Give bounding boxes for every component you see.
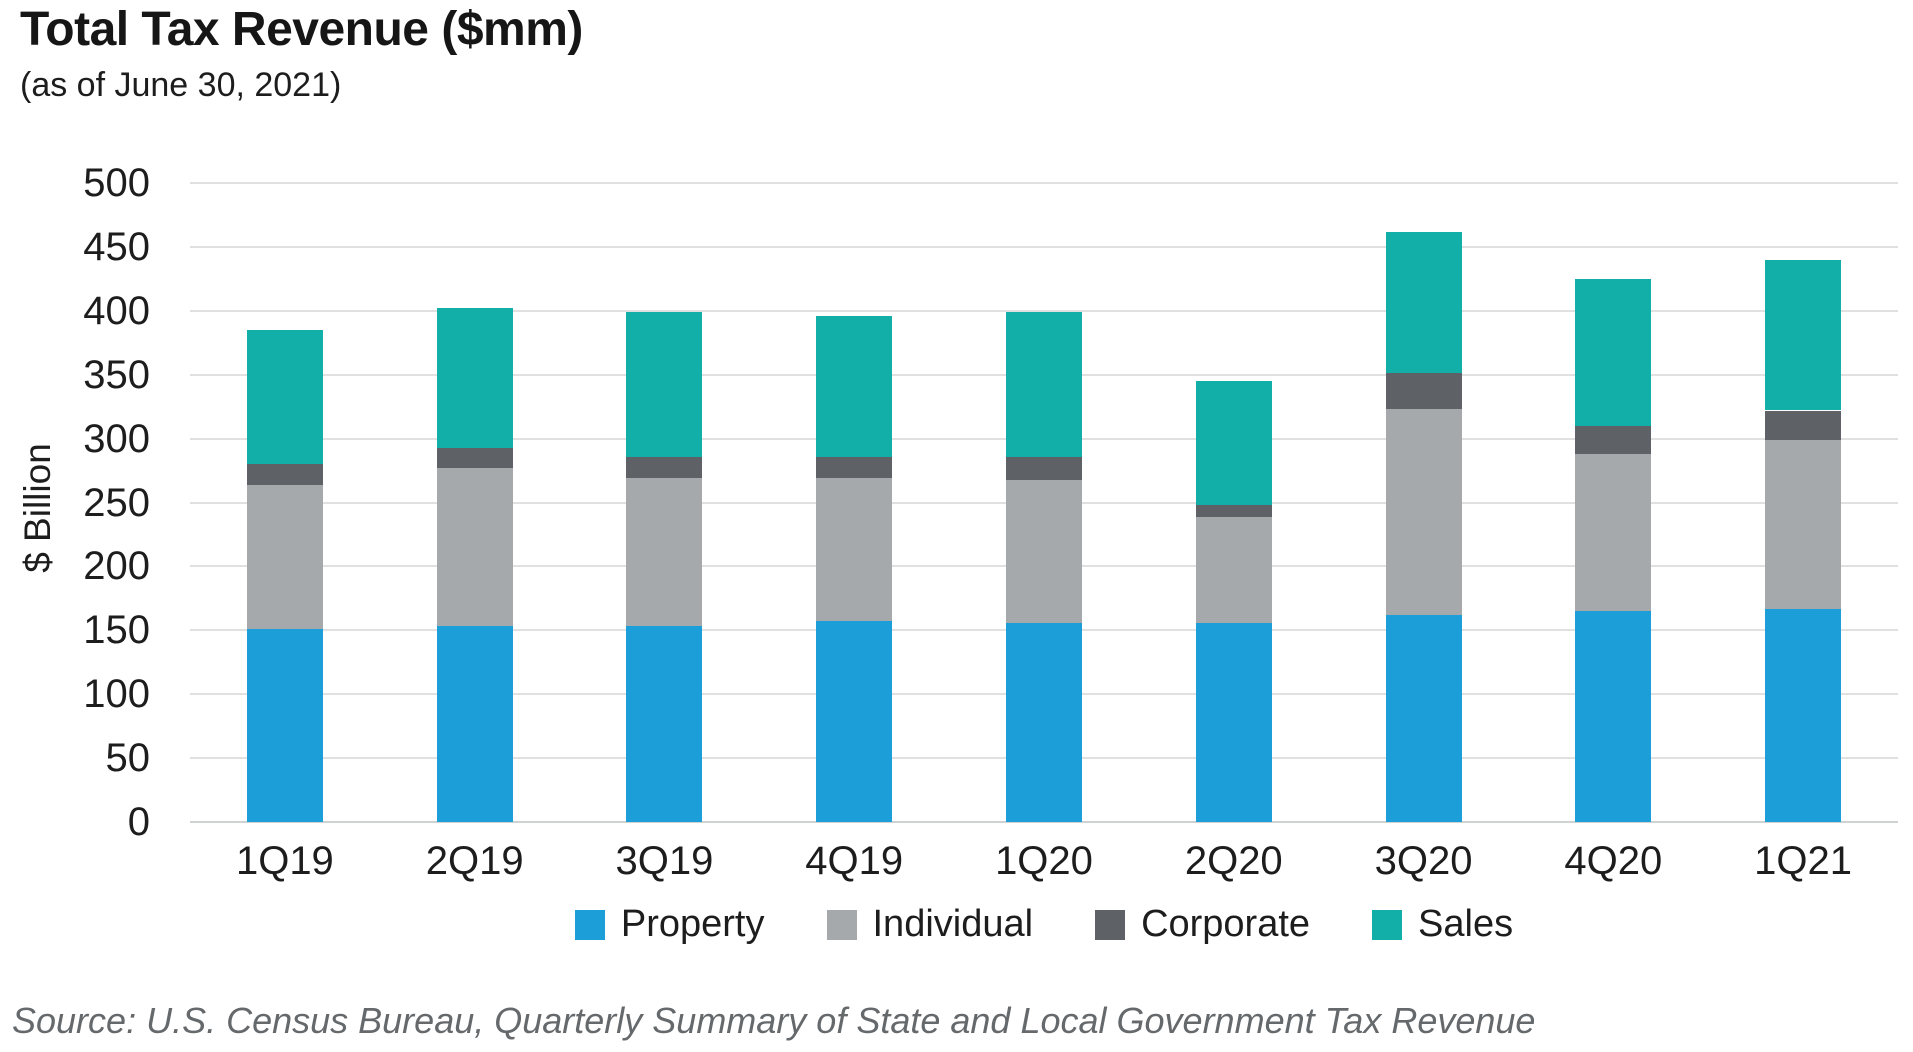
- chart-title: Total Tax Revenue ($mm): [20, 3, 583, 56]
- bar-segment-sales: [1006, 312, 1082, 457]
- x-axis-baseline: [190, 821, 1898, 823]
- legend: Property Individual Corporate Sales: [190, 903, 1898, 946]
- x-tick-label: 2Q19: [425, 839, 524, 883]
- bar-1q20: [1006, 183, 1082, 822]
- bar-segment-individual: [1765, 439, 1842, 609]
- y-tick-label: 300: [83, 416, 150, 461]
- bar-segment-corporate: [436, 447, 513, 468]
- bar-segment-property: [1385, 614, 1462, 822]
- legend-item-property: Property: [574, 903, 765, 946]
- y-tick-label: 500: [83, 161, 150, 205]
- bar-segment-corporate: [1385, 373, 1462, 410]
- bar-segment-sales: [436, 308, 513, 448]
- y-tick-label: 450: [83, 224, 150, 269]
- y-tick-label: 0: [127, 800, 150, 844]
- bar-segment-property: [246, 629, 323, 822]
- gridline: [190, 309, 1898, 312]
- bar-1q21: [1765, 183, 1842, 822]
- bar-segment-property: [816, 621, 893, 822]
- bar-2q19: [436, 183, 513, 822]
- bar-3q19: [626, 183, 703, 822]
- bar-2q20: [1195, 183, 1272, 822]
- legend-swatch-sales: [1372, 909, 1403, 940]
- bar-segment-individual: [1575, 453, 1652, 612]
- bar-segment-sales: [1195, 381, 1272, 506]
- y-tick-label: 350: [83, 352, 150, 397]
- bar-segment-sales: [246, 329, 323, 465]
- bar-segment-corporate: [1765, 410, 1842, 440]
- legend-label: Sales: [1418, 903, 1514, 945]
- bar-segment-property: [436, 626, 513, 822]
- source-note: Source: U.S. Census Bureau, Quarterly Su…: [12, 1000, 1536, 1041]
- y-tick-label: 150: [83, 608, 150, 653]
- gridline: [190, 245, 1898, 248]
- bar-4q20: [1575, 183, 1652, 822]
- plot-area: [190, 182, 1898, 823]
- bar-segment-sales: [626, 312, 703, 457]
- x-tick-label: 1Q20: [995, 839, 1093, 883]
- bar-segment-individual: [1385, 409, 1462, 615]
- bar-3q20: [1385, 183, 1462, 822]
- y-tick-label: 400: [83, 288, 150, 333]
- bar-segment-corporate: [1195, 505, 1272, 517]
- bar-segment-property: [1006, 622, 1082, 822]
- x-tick-label: 4Q20: [1564, 839, 1663, 883]
- bar-segment-corporate: [246, 464, 323, 485]
- bar-1q19: [246, 183, 323, 822]
- chart-subtitle: (as of June 30, 2021): [20, 66, 342, 104]
- bar-4q19: [816, 183, 893, 822]
- bar-segment-property: [1195, 622, 1272, 822]
- bar-segment-individual: [436, 468, 513, 627]
- legend-label: Corporate: [1141, 903, 1311, 945]
- x-tick-label: 2Q20: [1184, 839, 1283, 883]
- bar-segment-sales: [1385, 231, 1462, 374]
- bar-segment-property: [1575, 611, 1652, 822]
- x-tick-label: 1Q21: [1754, 839, 1853, 883]
- bar-segment-corporate: [1006, 456, 1082, 480]
- y-tick-label: 50: [105, 736, 151, 781]
- legend-swatch-property: [574, 909, 605, 940]
- x-tick-label: 1Q19: [235, 839, 334, 883]
- bar-segment-corporate: [816, 456, 893, 479]
- bar-segment-sales: [1575, 278, 1652, 426]
- bar-segment-property: [1765, 608, 1842, 822]
- legend-label: Property: [620, 903, 765, 945]
- gridline: [190, 182, 1898, 184]
- bar-segment-individual: [816, 478, 893, 622]
- bar-segment-individual: [626, 478, 703, 627]
- bar-segment-sales: [1765, 259, 1842, 411]
- legend-label: Individual: [872, 903, 1034, 945]
- bar-segment-sales: [816, 315, 893, 457]
- bar-segment-corporate: [626, 456, 703, 479]
- x-tick-label: 3Q20: [1374, 839, 1473, 883]
- y-tick-label: 250: [83, 480, 150, 525]
- legend-swatch-corporate: [1095, 909, 1126, 940]
- bar-segment-individual: [246, 484, 323, 630]
- legend-item-corporate: Corporate: [1095, 903, 1310, 946]
- y-tick-label: 200: [83, 544, 150, 589]
- legend-item-individual: Individual: [826, 903, 1034, 946]
- y-tick-label: 100: [83, 672, 150, 717]
- legend-item-sales: Sales: [1372, 903, 1513, 946]
- bar-segment-corporate: [1575, 425, 1652, 454]
- bar-segment-individual: [1006, 479, 1082, 623]
- legend-swatch-individual: [826, 909, 857, 940]
- x-tick-label: 3Q19: [615, 839, 714, 883]
- bar-segment-individual: [1195, 516, 1272, 623]
- x-tick-label: 4Q19: [805, 839, 904, 883]
- bar-segment-property: [626, 626, 703, 822]
